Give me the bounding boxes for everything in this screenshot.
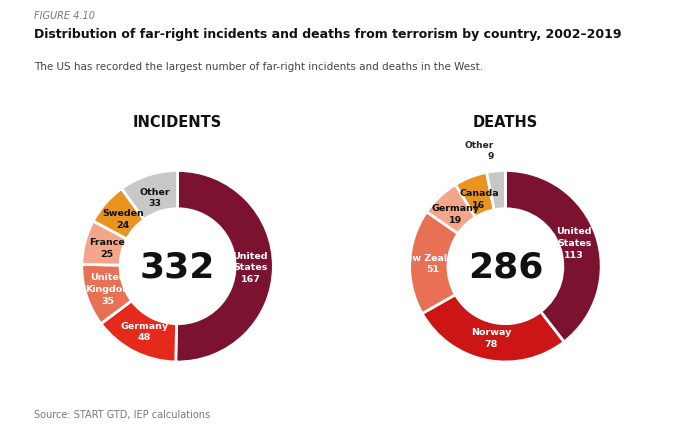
Wedge shape <box>93 189 144 240</box>
Text: 332: 332 <box>140 250 215 283</box>
Text: Germany
48: Germany 48 <box>120 321 169 341</box>
Wedge shape <box>410 212 458 314</box>
Text: 286: 286 <box>468 250 543 283</box>
Text: Canada
16: Canada 16 <box>459 189 499 209</box>
Text: Other
33: Other 33 <box>140 187 171 208</box>
Wedge shape <box>82 221 127 265</box>
Wedge shape <box>456 173 494 218</box>
Text: United
Kingdom
35: United Kingdom 35 <box>85 273 132 305</box>
Wedge shape <box>176 171 273 362</box>
Text: New Zealand
51: New Zealand 51 <box>398 253 467 274</box>
Title: DEATHS: DEATHS <box>473 114 538 129</box>
Wedge shape <box>122 171 178 220</box>
Text: Germany
19: Germany 19 <box>432 203 479 224</box>
Text: Distribution of far-right incidents and deaths from terrorism by country, 2002–2: Distribution of far-right incidents and … <box>34 28 622 41</box>
Text: Norway
78: Norway 78 <box>471 327 512 348</box>
Title: INCIDENTS: INCIDENTS <box>133 114 222 129</box>
Text: Sweden
24: Sweden 24 <box>102 209 143 229</box>
Wedge shape <box>427 185 475 234</box>
Wedge shape <box>486 171 505 210</box>
Text: United
States
167: United States 167 <box>233 251 268 283</box>
Text: The US has recorded the largest number of far-right incidents and deaths in the : The US has recorded the largest number o… <box>34 62 484 72</box>
Wedge shape <box>82 265 132 324</box>
Text: FIGURE 4.10: FIGURE 4.10 <box>34 11 95 21</box>
Text: United
States
113: United States 113 <box>557 227 592 259</box>
Wedge shape <box>422 295 564 362</box>
Wedge shape <box>101 301 176 362</box>
Wedge shape <box>505 171 601 342</box>
Text: Source: START GTD, IEP calculations: Source: START GTD, IEP calculations <box>34 409 210 419</box>
Text: Other
9: Other 9 <box>464 140 494 161</box>
Text: France
25: France 25 <box>89 238 125 258</box>
